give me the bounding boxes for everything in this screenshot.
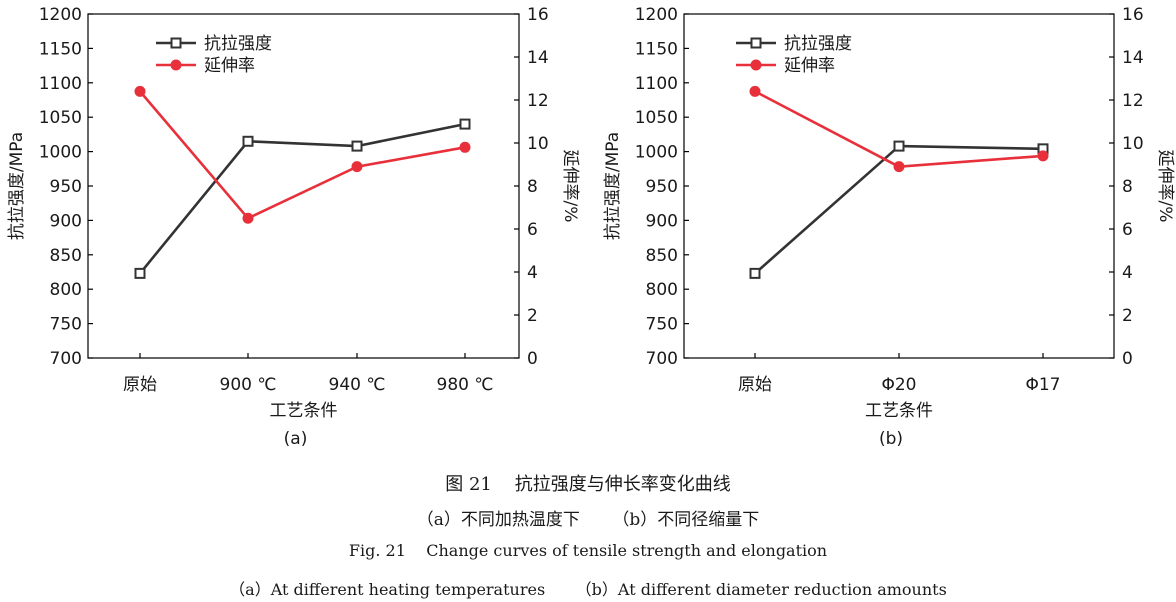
data-point-strength bbox=[893, 140, 905, 152]
y2-tick-label: 0 bbox=[1122, 349, 1133, 369]
legend-marker bbox=[750, 37, 762, 49]
legend-label: 抗拉强度 bbox=[204, 34, 272, 54]
y-tick-label: 850 bbox=[646, 246, 678, 266]
legend-label: 延伸率 bbox=[204, 56, 255, 76]
y2-tick-label: 8 bbox=[527, 177, 538, 197]
legend-label: 抗拉强度 bbox=[784, 34, 852, 54]
y-tick-label: 700 bbox=[646, 349, 678, 369]
series-line-strength bbox=[138, 122, 466, 275]
series-line-elongation bbox=[139, 90, 466, 220]
y-tick-label: 950 bbox=[646, 177, 678, 197]
y-tick-label: 1050 bbox=[635, 108, 678, 128]
data-point-elongation bbox=[242, 212, 254, 224]
y-tick-label: 1050 bbox=[39, 108, 82, 128]
data-point-elongation bbox=[459, 141, 471, 153]
x-tick-label: 980 ℃ bbox=[437, 375, 494, 395]
y2-tick-label: 16 bbox=[1122, 5, 1144, 25]
figure-caption-en: Fig. 21 Change curves of tensile strengt… bbox=[348, 541, 828, 560]
y-tick-label: 1200 bbox=[635, 5, 678, 25]
y2-tick-label: 12 bbox=[1122, 91, 1144, 111]
y-tick-label: 750 bbox=[50, 315, 82, 335]
y-tick-label: 750 bbox=[646, 315, 678, 335]
x-tick-label: Φ20 bbox=[881, 375, 916, 395]
y2-tick-label: 0 bbox=[527, 349, 538, 369]
y-tick-label: 800 bbox=[50, 280, 82, 300]
y-tick-label: 850 bbox=[50, 246, 82, 266]
y2-tick-label: 14 bbox=[527, 48, 549, 68]
y2-tick-label: 12 bbox=[527, 91, 549, 111]
data-point-strength bbox=[459, 118, 471, 130]
y-tick-label: 1000 bbox=[635, 143, 678, 163]
figure-caption-cn: 图 21 抗拉强度与伸长率变化曲线 bbox=[445, 474, 731, 495]
figure-charts: 700 750 800 850 900 950 1000 1050 1100 1150 1200 0 2… bbox=[7, 5, 1175, 449]
y2-tick-label: 10 bbox=[1122, 134, 1144, 154]
panel-label: (b) bbox=[879, 429, 903, 449]
y2-axis-label: 延伸率/% bbox=[560, 150, 580, 223]
y-tick-label: 700 bbox=[50, 349, 82, 369]
plot-frame bbox=[87, 13, 520, 359]
data-point-elongation bbox=[893, 161, 905, 173]
y-axis-label: 抗拉强度/MPa bbox=[7, 132, 27, 240]
data-point-strength bbox=[134, 267, 146, 279]
y-axis-label: 抗拉强度/MPa bbox=[603, 132, 623, 240]
data-point-elongation bbox=[351, 161, 363, 173]
y-tick-label: 1100 bbox=[39, 74, 82, 94]
y2-axis-label: 延伸率/% bbox=[1155, 150, 1175, 223]
y2-tick-label: 10 bbox=[527, 134, 549, 154]
y-tick-label: 1100 bbox=[635, 74, 678, 94]
data-point-strength bbox=[242, 135, 254, 147]
y-tick-label: 1150 bbox=[39, 39, 82, 59]
x-tick-label: 940 ℃ bbox=[329, 375, 386, 395]
data-point-strength bbox=[351, 140, 363, 152]
y2-tick-label: 6 bbox=[527, 220, 538, 240]
y2-tick-label: 2 bbox=[527, 306, 538, 326]
y2-tick-label: 14 bbox=[1122, 48, 1144, 68]
y-tick-label: 1150 bbox=[635, 39, 678, 59]
x-tick-label: 原始 bbox=[123, 375, 157, 395]
series-line-elongation bbox=[754, 90, 1044, 169]
x-axis-label: 工艺条件 bbox=[865, 401, 933, 421]
y-tick-label: 1200 bbox=[39, 5, 82, 25]
data-point-elongation bbox=[749, 85, 761, 97]
data-point-elongation bbox=[134, 85, 146, 97]
y2-tick-label: 2 bbox=[1122, 306, 1133, 326]
legend-marker bbox=[750, 59, 762, 71]
y-tick-label: 950 bbox=[50, 177, 82, 197]
x-axis-label: 工艺条件 bbox=[270, 401, 338, 421]
y-tick-label: 900 bbox=[50, 211, 82, 231]
legend-marker bbox=[170, 37, 182, 49]
legend-marker bbox=[170, 59, 182, 71]
y2-tick-label: 4 bbox=[527, 263, 538, 283]
x-tick-label: Φ17 bbox=[1025, 375, 1060, 395]
y2-tick-label: 8 bbox=[1122, 177, 1133, 197]
figure-subcaption-en: （a）At different heating temperatures （b）… bbox=[229, 580, 947, 599]
x-tick-label: 900 ℃ bbox=[220, 375, 277, 395]
figure-subcaption-cn: （a）不同加热温度下 （b）不同径缩量下 bbox=[416, 510, 760, 530]
y-tick-label: 900 bbox=[646, 211, 678, 231]
data-point-strength bbox=[749, 267, 761, 279]
y2-tick-label: 16 bbox=[527, 5, 549, 25]
y2-tick-label: 6 bbox=[1122, 220, 1133, 240]
x-tick-label: 原始 bbox=[738, 375, 772, 395]
y-tick-label: 1000 bbox=[39, 143, 82, 163]
legend-label: 延伸率 bbox=[784, 56, 835, 76]
data-point-elongation bbox=[1037, 150, 1049, 162]
y-tick-label: 800 bbox=[646, 280, 678, 300]
panel-label: (a) bbox=[284, 429, 308, 449]
y2-tick-label: 4 bbox=[1122, 263, 1133, 283]
